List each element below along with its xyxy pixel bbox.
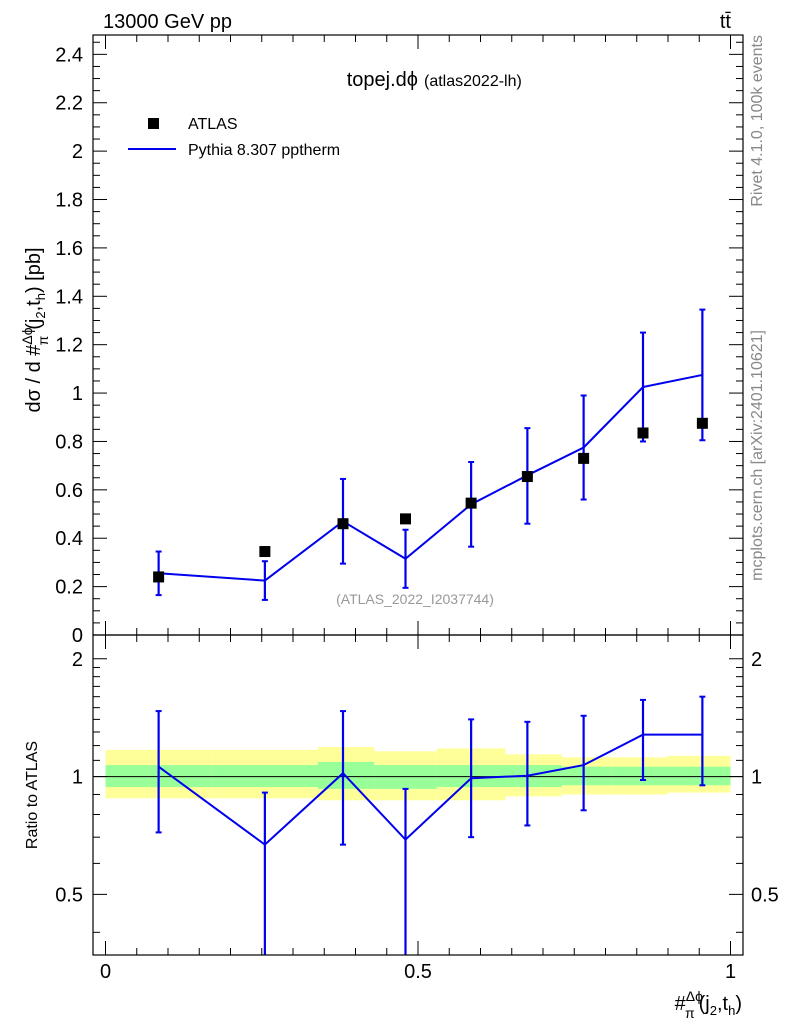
main-y-tick-label: 0.8 [55, 431, 83, 453]
legend-pythia-label: Pythia 8.307 pptherm [188, 142, 340, 159]
ratio-panel-frame [92, 634, 744, 956]
atlas-data-point [153, 571, 165, 583]
source-label: mcplots.cern.ch [arXiv:2401.10621] [749, 330, 766, 581]
main-y-tick-labels: 0 0.2 0.4 0.6 0.8 1 1.2 1.4 1.6 1.8 2 2.2 2.4 [55, 44, 83, 647]
main-y-tick-label: 1.8 [55, 190, 83, 212]
process-label: tt̄ [720, 11, 732, 33]
main-y-tick-label: 0.4 [55, 528, 83, 550]
x-tick-label: 1 [725, 961, 736, 983]
legend: ATLAS Pythia 8.307 pptherm [128, 116, 340, 159]
main-y-tick-label: 1.2 [55, 335, 83, 357]
plot-title: topej.dϕ [347, 69, 418, 91]
ratio-axis-ticks [93, 635, 743, 955]
uncertainty-band-green [561, 766, 612, 786]
mc-line [158, 373, 703, 582]
svg-text:#Δϕπ(j2,th): #Δϕ π (j2,th) [675, 988, 742, 1021]
atlas-data-point [337, 518, 349, 530]
main-y-tick-label: 0.6 [55, 480, 83, 502]
atlas-data-point [465, 497, 477, 509]
svg-text:dσ / d #Δϕπ(j2,th) [pb]: dσ / d #Δϕπ(j2,th) [pb] [19, 247, 51, 412]
ratio-y-tick-label: 0.5 [55, 884, 83, 906]
main-y-tick-label: 0.2 [55, 577, 83, 599]
main-axis-ticks [93, 35, 743, 636]
uncertainty-band-green [668, 766, 731, 786]
atlas-data-point [578, 452, 590, 464]
rivet-version-label: Rivet 4.1.0, 100k events [749, 35, 766, 207]
ratio-y-tick-label-right: 0.5 [751, 884, 779, 906]
main-y-tick-label: 2 [72, 141, 83, 163]
atlas-data-point [521, 471, 533, 483]
plot-subtitle: (atlas2022-lh) [424, 73, 522, 90]
ratio-line [158, 733, 703, 846]
x-tick-label: 0.5 [404, 961, 432, 983]
ratio-y-tick-label: 1 [72, 767, 83, 789]
atlas-data-point [637, 427, 649, 439]
legend-atlas-marker [148, 118, 159, 129]
ratio-panel: 0.5 0.51 12 2 0 0.5 1 [55, 634, 779, 983]
x-tick-label: 0 [100, 961, 111, 983]
x-axis-label: #Δϕ π (j2,th) [675, 988, 742, 1021]
ratio-plot-content [93, 695, 743, 955]
uncertainty-band-green [611, 766, 668, 786]
main-y-axis-label: dσ / d #Δϕπ(j2,th) [pb] [19, 247, 51, 412]
ratio-y-tick-label-right: 1 [751, 767, 762, 789]
analysis-label: (ATLAS_2022_I2037744) [336, 591, 494, 607]
atlas-data-point [400, 513, 411, 525]
x-tick-labels: 0 0.5 1 [100, 961, 736, 983]
main-y-tick-label: 1 [72, 383, 83, 405]
main-y-tick-label: 2.2 [55, 93, 83, 115]
main-y-tick-label: 0 [72, 625, 83, 647]
main-y-tick-label: 1.6 [55, 238, 83, 260]
main-y-tick-label: 1.4 [55, 286, 83, 308]
main-y-tick-label: 2.4 [55, 44, 83, 66]
atlas-data-point [696, 417, 708, 429]
ratio-y-tick-labels: 0.5 0.5 1 1 2 2 [55, 649, 779, 907]
main-panel: 0 0.2 0.4 0.6 0.8 1 1.2 1.4 1.6 1.8 2 2.2 2.4 topej.… [55, 34, 744, 647]
ratio-y-tick-label-right: 2 [751, 649, 762, 671]
energy-label: 13000 GeV pp [103, 11, 232, 33]
main-plot-content [153, 308, 708, 601]
ratio-y-axis-label: Ratio to ATLAS [24, 741, 41, 849]
legend-atlas-label: ATLAS [188, 116, 238, 133]
atlas-data-point [259, 546, 271, 558]
ratio-y-tick-label: 2 [72, 649, 83, 671]
